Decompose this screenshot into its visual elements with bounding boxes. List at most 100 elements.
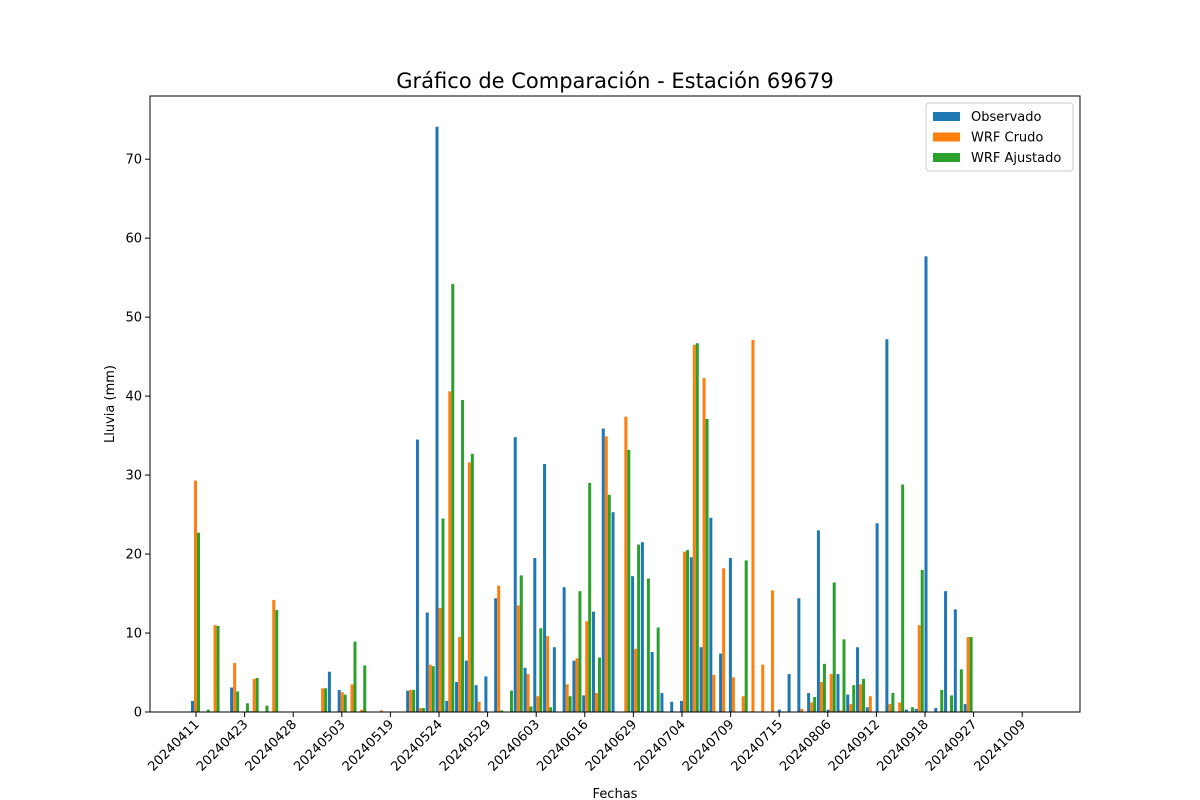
bar [340, 692, 344, 712]
bar [562, 587, 566, 712]
bar [731, 677, 735, 712]
bar [421, 708, 425, 712]
bar [272, 599, 276, 712]
bar [533, 558, 537, 712]
y-axis-label: Lluvia (mm) [103, 365, 118, 443]
bar [451, 283, 455, 712]
bar [582, 695, 586, 712]
bar [836, 674, 840, 712]
bar [680, 700, 683, 712]
legend-swatch [933, 112, 960, 121]
bar [842, 639, 846, 712]
bar [624, 416, 628, 712]
bar [379, 710, 383, 712]
series-1 [191, 126, 967, 713]
bar [474, 685, 478, 712]
plot-frame [149, 95, 1081, 713]
bar [888, 704, 892, 712]
legend-frame [925, 102, 1074, 172]
bar [963, 704, 967, 712]
bar [966, 636, 970, 712]
bar [607, 494, 611, 712]
bar [458, 636, 462, 712]
bar [415, 439, 419, 712]
bar [409, 689, 413, 712]
bar [856, 647, 860, 712]
bar [549, 707, 553, 712]
bar [862, 678, 866, 712]
y-tick-label: 10 [125, 627, 142, 642]
bar [660, 693, 664, 712]
bar [194, 480, 197, 712]
x-axis-label: Fechas [593, 787, 638, 800]
bar [343, 694, 347, 712]
bar [944, 591, 948, 712]
bar [337, 689, 341, 712]
bar [255, 678, 259, 712]
bar [206, 709, 210, 712]
bar [810, 702, 814, 712]
bar [611, 512, 615, 712]
y-tick-label: 20 [125, 548, 142, 563]
y-tick-label: 40 [125, 390, 142, 405]
legend-label: WRF Ajustado [971, 151, 1061, 166]
bar [467, 462, 471, 712]
bar [470, 453, 474, 712]
bar [575, 658, 579, 712]
bar [797, 598, 801, 712]
bar [885, 339, 889, 712]
legend-swatch [933, 153, 960, 162]
bar [959, 669, 963, 712]
plot-area [191, 126, 973, 713]
bar [578, 591, 582, 712]
bar [631, 576, 635, 712]
bar [360, 709, 364, 712]
bar [327, 671, 331, 712]
bar [640, 542, 644, 712]
bar [934, 708, 938, 712]
bar [435, 126, 439, 713]
legend-swatch [933, 132, 960, 142]
bar [445, 700, 449, 712]
bar [353, 641, 357, 712]
bar [500, 710, 504, 712]
bar [705, 419, 709, 712]
legend-label: Observado [971, 110, 1042, 125]
bar [601, 428, 605, 712]
bar [728, 558, 732, 712]
bar [597, 657, 601, 712]
bar [464, 660, 468, 712]
bar [233, 663, 237, 712]
bar [552, 647, 556, 712]
bar [216, 625, 220, 712]
chart-title: Gráfico de Comparación - Estación 69679 [396, 69, 833, 93]
bar [807, 693, 811, 712]
y-tick-label: 70 [125, 153, 142, 168]
bar [868, 696, 872, 712]
y-tick-label: 60 [125, 232, 142, 247]
bar [546, 636, 550, 712]
bar [689, 557, 693, 712]
bar [875, 523, 879, 712]
bar [350, 684, 354, 712]
legend: Observado WRF Crudo WRF Ajustado [925, 102, 1074, 172]
bar [744, 560, 748, 712]
bar [516, 605, 520, 712]
bar [846, 694, 850, 712]
bar [529, 706, 533, 712]
bar [484, 676, 488, 712]
bar [494, 598, 498, 712]
bar [236, 691, 240, 712]
bar [230, 687, 234, 712]
bar [428, 664, 432, 712]
bar [822, 663, 826, 712]
bar [650, 651, 654, 712]
bar [568, 696, 572, 712]
bar [910, 707, 914, 712]
bar [859, 684, 863, 712]
bar [646, 578, 650, 712]
bar [777, 709, 781, 712]
bar [594, 693, 598, 712]
bar [523, 667, 527, 712]
bar [585, 621, 589, 712]
